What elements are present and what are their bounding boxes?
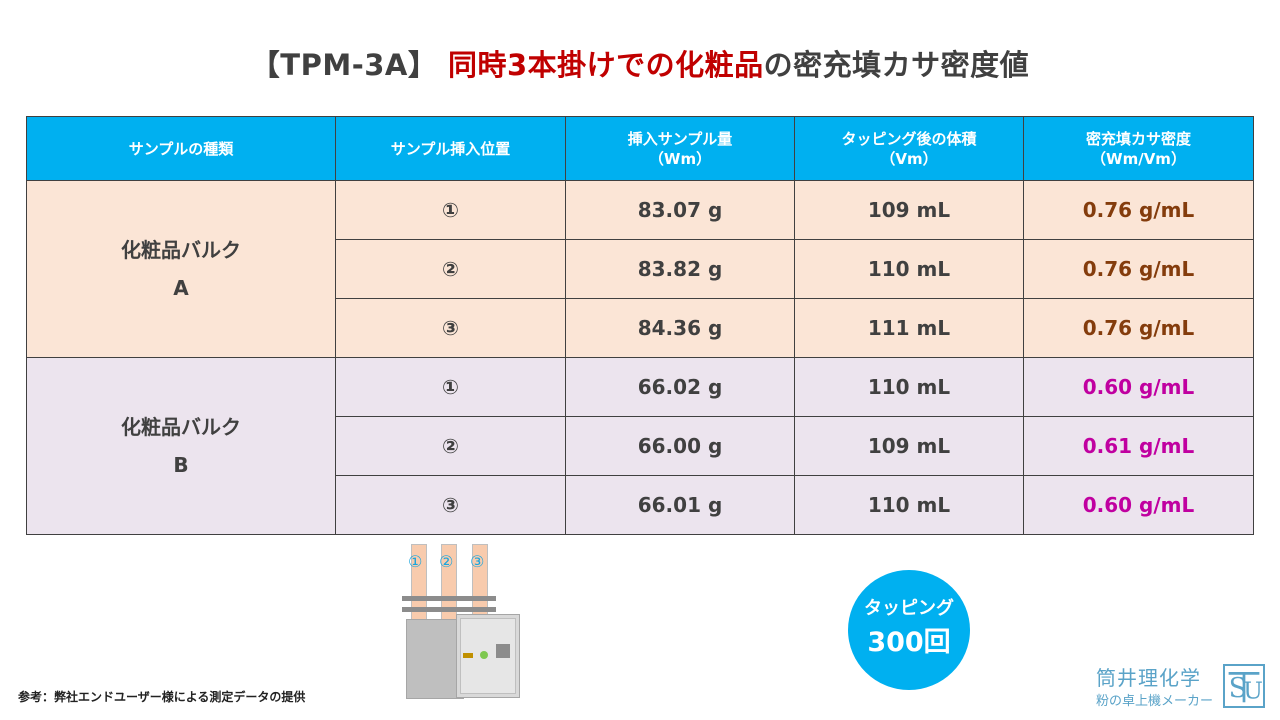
mass-cell: 84.36 g	[565, 298, 795, 358]
tapping-count-badge: タッピング 300回	[848, 570, 970, 690]
source-note: 参考：弊社エンドユーザー様による測定データの提供	[18, 690, 306, 704]
position-cell: ①	[335, 357, 566, 417]
device-body	[406, 619, 464, 699]
tapping-label: タッピング	[864, 598, 954, 619]
page-title: 【TPM-3A】 同時3本掛けでの化粧品の密充填カサ密度値	[0, 42, 1280, 84]
header-tapped-density: 密充填カサ密度 （Wm/Vm）	[1023, 116, 1254, 181]
mass-cell: 66.00 g	[565, 416, 795, 476]
density-cell: 0.76 g/mL	[1023, 239, 1254, 299]
density-cell: 0.61 g/mL	[1023, 416, 1254, 476]
density-cell: 0.60 g/mL	[1023, 357, 1254, 417]
header-sample-mass: 挿入サンプル量 （Wm）	[565, 116, 795, 181]
table-row: ② 83.82 g 110 mL 0.76 g/mL	[27, 239, 1254, 299]
table-row: 化粧品バルク A ① 83.07 g 109 mL 0.76 g/mL	[26, 180, 1254, 358]
mass-cell: 83.82 g	[565, 239, 795, 299]
tapping-device-illustration: ① ② ③	[390, 540, 530, 700]
cylinder-label-3: ③	[470, 552, 485, 571]
position-cell: ②	[335, 416, 566, 476]
title-highlight-simultaneous: 同時3本掛けでの	[447, 48, 676, 82]
company-name: 筒井理化学	[1096, 666, 1201, 690]
position-cell: ①	[335, 180, 566, 240]
mass-cell: 83.07 g	[565, 180, 795, 240]
density-table: サンプルの種類 サンプル挿入位置 挿入サンプル量 （Wm） タッピング後の体積 （V…	[26, 116, 1254, 535]
company-logo: 筒井理化学 粉の卓上機メーカー S U	[1096, 662, 1276, 718]
cylinder-label-1: ①	[408, 552, 423, 571]
indicator-lamp-orange	[463, 653, 473, 658]
table-row: ③ 84.36 g 111 mL 0.76 g/mL	[27, 298, 1254, 358]
sample-name-b: 化粧品バルク B	[26, 357, 336, 535]
company-tagline: 粉の卓上機メーカー	[1096, 694, 1214, 709]
indicator-lamp-green	[480, 651, 488, 659]
logo-mark-icon: S U	[1223, 664, 1265, 708]
sample-name-a: 化粧品バルク A	[26, 180, 336, 358]
position-cell: ③	[335, 298, 566, 358]
mass-cell: 66.02 g	[565, 357, 795, 417]
header-tapped-volume: タッピング後の体積 （Vm）	[794, 116, 1024, 181]
volume-cell: 109 mL	[794, 180, 1024, 240]
tapping-count: 300回	[867, 627, 951, 658]
title-suffix: の密充填カサ密度値	[763, 48, 1030, 82]
volume-cell: 111 mL	[794, 298, 1024, 358]
svg-text:U: U	[1243, 677, 1263, 705]
cylinder-label-2: ②	[439, 552, 454, 571]
density-cell: 0.76 g/mL	[1023, 180, 1254, 240]
table-row: 化粧品バルク B ① 66.02 g 110 mL 0.60 g/mL	[26, 357, 1254, 535]
table-header-row: サンプルの種類 サンプル挿入位置 挿入サンプル量 （Wm） タッピング後の体積 （V…	[26, 116, 1254, 181]
svg-text:S: S	[1229, 673, 1248, 704]
position-cell: ②	[335, 239, 566, 299]
table-row: ③ 66.01 g 110 mL 0.60 g/mL	[27, 475, 1254, 535]
control-knob	[496, 644, 510, 658]
clamp-bar-bottom	[402, 607, 496, 612]
title-highlight-cosmetics: 化粧品	[675, 48, 764, 82]
density-cell: 0.76 g/mL	[1023, 298, 1254, 358]
volume-cell: 110 mL	[794, 239, 1024, 299]
position-cell: ③	[335, 475, 566, 535]
title-model: 【TPM-3A】	[250, 48, 438, 82]
header-sample-type: サンプルの種類	[26, 116, 336, 181]
volume-cell: 110 mL	[794, 475, 1024, 535]
density-cell: 0.60 g/mL	[1023, 475, 1254, 535]
header-insert-position: サンプル挿入位置	[335, 116, 566, 181]
mass-cell: 66.01 g	[565, 475, 795, 535]
volume-cell: 109 mL	[794, 416, 1024, 476]
clamp-bar-top	[402, 596, 496, 601]
volume-cell: 110 mL	[794, 357, 1024, 417]
